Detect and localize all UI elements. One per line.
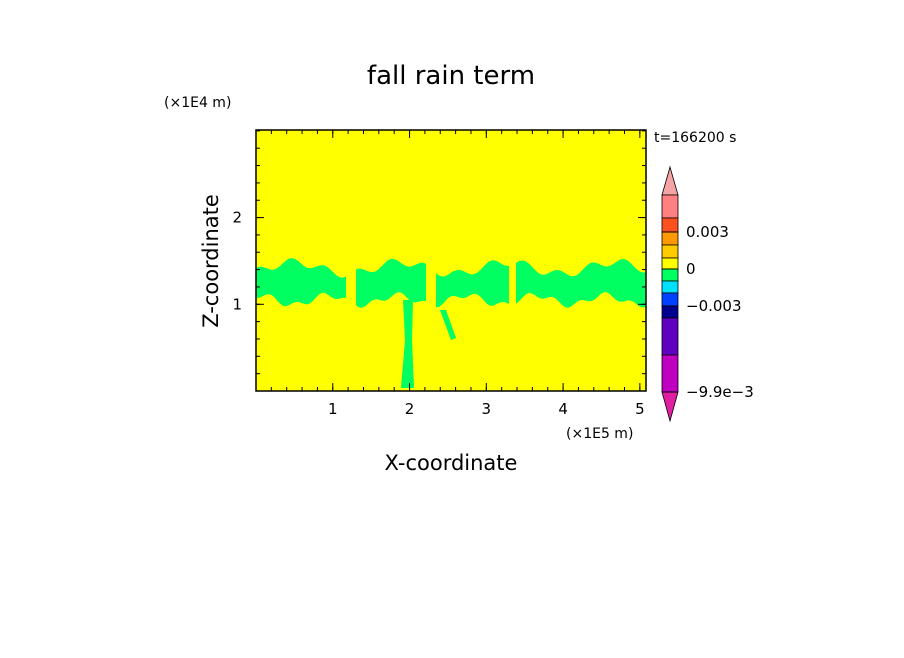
colorbar-segment (661, 354, 679, 393)
field-background (256, 130, 646, 391)
x-tick-label: 1 (328, 400, 338, 418)
gap (426, 255, 436, 310)
y-axis-title: Z-coordinate (199, 194, 223, 328)
chart-title: fall rain term (367, 61, 535, 91)
x-axis-title: X-coordinate (385, 451, 518, 475)
time-label: t=166200 s (654, 130, 736, 146)
colorbar-segment (661, 280, 679, 294)
plot-frame (255, 129, 647, 392)
gap (346, 255, 356, 310)
x-unit: (×1E5 m) (566, 426, 633, 442)
y-tick-label: 1 (232, 295, 242, 313)
colorbar-segment (661, 305, 679, 319)
x-tick-label: 3 (482, 400, 492, 418)
x-tick-label: 5 (635, 400, 645, 418)
colorbar-segment (661, 244, 679, 259)
colorbar-segment (661, 391, 679, 423)
colorbar-segment (661, 268, 679, 282)
colorbar-segment (661, 165, 679, 196)
plot-area: 1 2 3 4 5 1 2 (232, 129, 647, 418)
colorbar-segment (661, 231, 679, 246)
colorbar-tick-label: −9.9e−3 (686, 383, 754, 401)
contour-region (401, 300, 414, 388)
colorbar-segment (661, 217, 679, 233)
colorbar-tick-label: 0 (686, 260, 696, 278)
x-tick-label: 2 (405, 400, 415, 418)
colorbar-segment (661, 317, 679, 356)
y-unit: (×1E4 m) (164, 95, 231, 111)
x-tick-label: 4 (558, 400, 568, 418)
colorbar-segment (661, 257, 679, 270)
contour-region (440, 310, 456, 340)
colorbar-segment (661, 292, 679, 307)
colorbar: 0.003 0 −0.003 −9.9e−3 (661, 165, 754, 423)
colorbar-tick-label: 0.003 (686, 223, 729, 241)
colorbar-segment (661, 194, 679, 219)
y-tick-label: 2 (232, 209, 242, 227)
gap (509, 255, 516, 310)
colorbar-tick-label: −0.003 (686, 297, 742, 315)
